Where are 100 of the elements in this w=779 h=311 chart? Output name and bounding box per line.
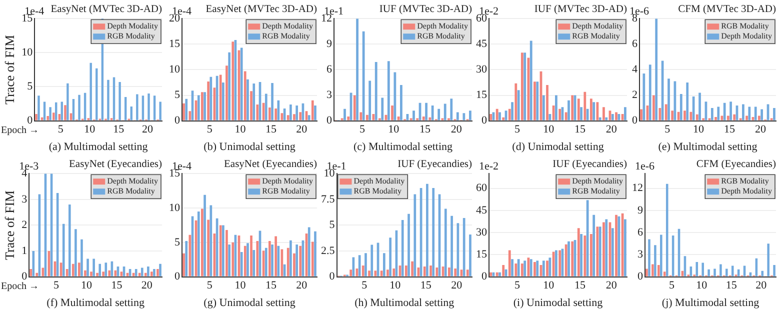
bar — [60, 102, 63, 120]
x-tick-label: 5 — [359, 123, 366, 136]
bar — [696, 262, 698, 276]
legend-label: Depth Modality — [572, 176, 624, 186]
bar — [412, 110, 415, 120]
bar — [136, 94, 138, 120]
bar — [104, 262, 108, 276]
bar — [277, 100, 280, 120]
x-tick-label: 15 — [420, 279, 432, 292]
y-tick-label: 12 — [632, 182, 643, 194]
bar — [714, 268, 716, 276]
bar — [256, 241, 259, 276]
bar — [568, 100, 570, 120]
bar — [92, 258, 95, 276]
x-tick-label: 5 — [206, 279, 213, 292]
y-tick-label: 10 — [169, 64, 180, 76]
y-tick-label: 15 — [169, 38, 180, 50]
bar — [128, 269, 132, 276]
bar — [414, 194, 416, 276]
bar — [767, 244, 770, 276]
bar — [210, 76, 212, 120]
bar — [430, 265, 432, 276]
bar — [511, 102, 514, 120]
bar — [520, 52, 524, 120]
bar — [444, 104, 446, 120]
bar — [387, 61, 390, 120]
bar — [618, 216, 620, 276]
bar — [690, 112, 692, 120]
bar — [548, 114, 552, 120]
legend-label: RGB Modality — [572, 186, 620, 196]
bar — [648, 239, 650, 276]
bar — [40, 117, 44, 120]
y-axis-title: Trace of FIM — [2, 34, 18, 104]
bar — [498, 112, 501, 120]
bar — [743, 266, 746, 276]
bar — [517, 259, 520, 276]
legend-label: Depth Modality — [107, 22, 158, 31]
bar — [655, 18, 658, 120]
bar — [274, 108, 277, 120]
bar — [758, 116, 760, 120]
bar — [250, 91, 252, 120]
bar — [536, 82, 539, 120]
x-tick-label: 20 — [296, 123, 308, 136]
bar — [394, 72, 396, 120]
bar — [62, 224, 65, 276]
chart-title: CFM (MVTec 3D-AD) — [678, 4, 776, 16]
bar — [714, 116, 717, 120]
x-tick-label: 5 — [514, 279, 520, 292]
bar — [308, 227, 310, 276]
bar — [52, 112, 55, 120]
x-tick-label: 15 — [265, 279, 277, 292]
bar — [381, 98, 384, 120]
bar — [530, 259, 532, 276]
bar — [422, 116, 425, 120]
bar — [280, 113, 284, 120]
bar — [527, 258, 530, 276]
bar — [602, 107, 605, 120]
x-tick-label: 15 — [419, 123, 431, 136]
bar — [264, 94, 268, 120]
bar — [124, 96, 127, 120]
text: (g) Unimodal setting — [204, 297, 296, 309]
bar — [356, 18, 358, 120]
x-tick-label: 15 — [574, 279, 586, 292]
bar — [72, 99, 75, 120]
bar — [347, 116, 350, 120]
text: (d) Unimodal setting — [512, 141, 604, 153]
bar — [132, 272, 135, 276]
bar — [156, 269, 159, 276]
bar — [450, 216, 453, 276]
bar — [102, 272, 104, 276]
bar — [730, 102, 732, 120]
bar — [462, 113, 466, 120]
bar — [250, 236, 252, 276]
bar — [314, 105, 316, 120]
legend-label: RGB Modality — [262, 186, 310, 196]
bar — [468, 110, 472, 120]
bar — [400, 85, 402, 120]
y-tick-label: 5 — [174, 236, 180, 248]
bar — [596, 226, 599, 276]
legend-label: RGB Modality — [262, 32, 310, 41]
bar — [274, 236, 277, 276]
bar — [502, 265, 505, 276]
bar — [746, 116, 748, 120]
bar — [185, 98, 188, 120]
x-tick-label: 15 — [574, 123, 586, 136]
bar — [668, 78, 670, 120]
y-tick-label: 45 — [476, 204, 488, 216]
bar — [271, 82, 274, 120]
y-tick-label: 0 — [27, 114, 34, 127]
bar — [138, 272, 141, 276]
y-tick-label: 3 — [326, 89, 332, 102]
bar — [558, 250, 562, 276]
bar — [596, 102, 599, 120]
legend-label: RGB Modality — [354, 186, 402, 196]
bar — [374, 62, 378, 120]
y-tick-label: 10 — [169, 202, 180, 214]
bar — [30, 269, 32, 276]
bar — [64, 105, 66, 120]
bar — [86, 258, 89, 276]
x-tick-label: 5 — [54, 279, 60, 292]
